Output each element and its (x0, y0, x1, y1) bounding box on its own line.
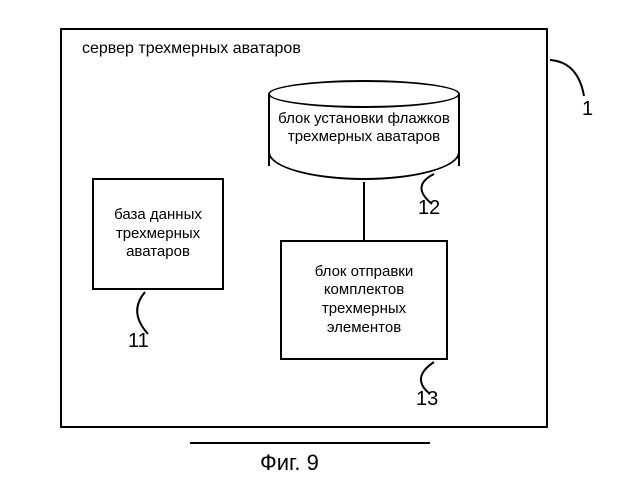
figure-caption: Фиг. 9 (260, 450, 319, 476)
ref-label-sender: 13 (416, 388, 438, 411)
caption-rule (190, 442, 430, 444)
leader-sender (0, 0, 618, 500)
